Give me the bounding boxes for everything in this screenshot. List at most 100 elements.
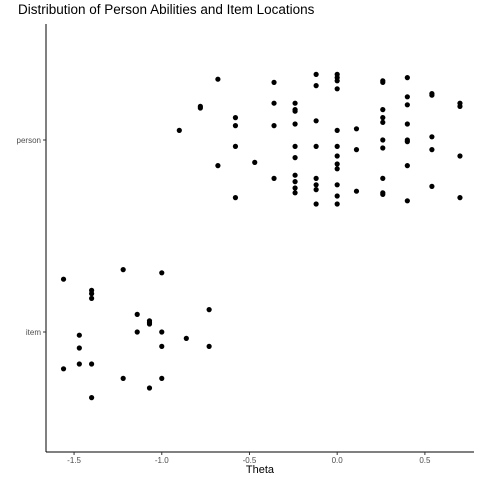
item-point bbox=[206, 307, 212, 313]
y-tick-label: item bbox=[26, 328, 41, 337]
person-point bbox=[313, 71, 319, 77]
person-point bbox=[334, 78, 340, 84]
item-point bbox=[89, 361, 95, 367]
person-point bbox=[380, 107, 386, 113]
x-tick-label: -1.0 bbox=[155, 456, 169, 465]
person-point bbox=[429, 147, 435, 153]
person-point bbox=[457, 103, 463, 109]
person-point bbox=[429, 92, 435, 98]
x-tick-label: -1.5 bbox=[67, 456, 81, 465]
item-point bbox=[159, 343, 165, 349]
chart-title: Distribution of Person Abilities and Ite… bbox=[18, 2, 315, 17]
person-point bbox=[353, 147, 360, 153]
person-point bbox=[457, 195, 463, 201]
person-point bbox=[271, 175, 277, 181]
item-point bbox=[89, 291, 95, 297]
x-axis-ticks: -1.5 -1.0 -0.5 0.0 0.5 bbox=[67, 452, 431, 465]
person-point bbox=[334, 143, 340, 149]
person-point bbox=[429, 134, 435, 140]
person-point bbox=[232, 195, 239, 201]
person-point bbox=[353, 126, 360, 132]
person-point bbox=[380, 137, 386, 143]
item-point bbox=[206, 343, 212, 349]
item-point bbox=[134, 311, 140, 317]
x-tick-label: 0.5 bbox=[419, 456, 431, 465]
person-point bbox=[271, 100, 277, 106]
person-point bbox=[429, 183, 435, 189]
item-point bbox=[76, 332, 82, 338]
person-point bbox=[232, 143, 239, 149]
person-point bbox=[380, 79, 386, 85]
person-point bbox=[292, 172, 298, 178]
person-point bbox=[334, 161, 340, 167]
x-tick-label: 0.0 bbox=[332, 456, 344, 465]
person-point bbox=[292, 179, 298, 185]
item-point bbox=[146, 321, 153, 327]
person-point bbox=[334, 166, 340, 172]
person-point bbox=[292, 155, 298, 161]
person-point bbox=[380, 175, 386, 181]
person-point bbox=[404, 139, 410, 145]
x-tick-label: -0.5 bbox=[243, 456, 257, 465]
person-point bbox=[313, 143, 319, 149]
y-axis-ticks: item person bbox=[17, 136, 46, 337]
person-point bbox=[313, 201, 319, 207]
item-point bbox=[134, 329, 140, 335]
item-point bbox=[159, 375, 165, 381]
person-point bbox=[271, 79, 277, 85]
person-point bbox=[197, 103, 203, 109]
x-axis-title: Theta bbox=[246, 464, 275, 476]
person-point bbox=[380, 119, 386, 125]
person-point bbox=[313, 83, 319, 89]
item-point bbox=[120, 267, 126, 273]
person-point bbox=[292, 121, 298, 127]
person-point bbox=[252, 159, 258, 165]
item-point bbox=[89, 395, 95, 401]
person-point bbox=[380, 145, 386, 151]
item-point bbox=[159, 329, 165, 335]
person-point bbox=[334, 193, 340, 199]
person-point bbox=[292, 108, 298, 114]
person-point bbox=[353, 188, 360, 194]
person-point bbox=[292, 100, 298, 106]
person-point bbox=[292, 185, 298, 191]
person-point bbox=[313, 182, 319, 188]
person-point bbox=[404, 163, 410, 169]
person-point bbox=[215, 163, 221, 169]
person-point bbox=[232, 123, 239, 129]
y-tick-label: person bbox=[17, 136, 41, 145]
person-point bbox=[292, 143, 298, 149]
person-point bbox=[457, 153, 463, 159]
item-point bbox=[146, 385, 153, 391]
person-point bbox=[404, 94, 410, 100]
person-point bbox=[271, 123, 277, 129]
item-point bbox=[76, 361, 82, 367]
person-point bbox=[380, 115, 386, 121]
person-point bbox=[176, 127, 182, 133]
person-point bbox=[334, 201, 340, 207]
data-points bbox=[60, 71, 463, 401]
person-point bbox=[232, 115, 239, 121]
person-point bbox=[334, 127, 340, 133]
person-point bbox=[380, 191, 386, 197]
item-point bbox=[60, 276, 67, 282]
person-point bbox=[215, 76, 221, 82]
person-point bbox=[334, 86, 340, 92]
person-point bbox=[404, 75, 410, 81]
person-point bbox=[292, 190, 298, 196]
item-point bbox=[60, 366, 67, 372]
item-point bbox=[183, 335, 189, 341]
person-point bbox=[334, 153, 340, 159]
person-point bbox=[404, 198, 410, 204]
person-point bbox=[334, 182, 340, 188]
item-point bbox=[159, 270, 165, 276]
item-point bbox=[89, 295, 95, 301]
person-point bbox=[313, 118, 319, 124]
person-point bbox=[404, 102, 410, 108]
person-point bbox=[404, 121, 410, 127]
item-point bbox=[76, 345, 82, 351]
person-point bbox=[313, 175, 319, 181]
person-point bbox=[313, 187, 319, 193]
